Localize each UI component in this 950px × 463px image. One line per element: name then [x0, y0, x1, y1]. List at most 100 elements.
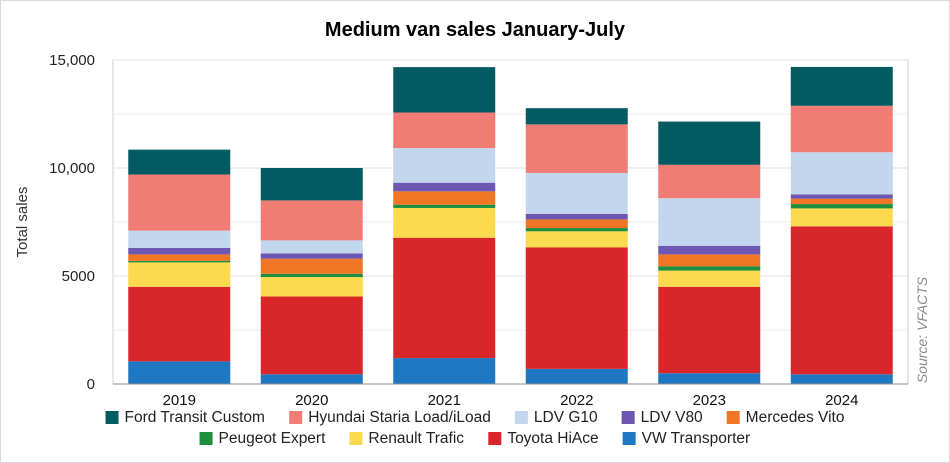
bar-segment-ldv-v80-2024 [790, 194, 893, 199]
bar-stack-2022 [525, 108, 628, 384]
bar-segment-renault-trafic-2024 [790, 208, 893, 227]
bar-segment-hyundai-staria-load-iload-2022 [525, 124, 628, 173]
bar-segment-vw-transporter-2024 [790, 374, 893, 384]
bar-segment-vw-transporter-2021 [393, 358, 496, 384]
legend-item-renault-trafic: Renault Trafic [349, 430, 464, 447]
source-note: Source: VFACTS [914, 276, 930, 383]
bar-segment-toyota-hiace-2021 [393, 237, 496, 359]
chart-title: Medium van sales January-July [325, 19, 626, 41]
bar-segment-ldv-g10-2019 [128, 230, 231, 248]
legend-swatch [726, 411, 740, 424]
bar-segment-peugeot-expert-2023 [658, 266, 761, 271]
bar-segment-vw-transporter-2023 [658, 373, 761, 384]
bar-stack-2020 [260, 168, 363, 384]
legend-swatch [488, 432, 502, 445]
bar-segment-ford-transit-custom-2023 [658, 121, 761, 165]
legend-label: LDV G10 [534, 409, 598, 426]
legend-item-peugeot-expert: Peugeot Expert [199, 430, 327, 447]
bar-segment-renault-trafic-2023 [658, 270, 761, 287]
y-tick-label: 0 [87, 376, 95, 393]
bar-segment-mercedes-vito-2022 [525, 219, 628, 229]
bar-stack-2024 [790, 66, 893, 384]
legend-swatch [105, 411, 119, 424]
bar-segment-ldv-g10-2020 [260, 240, 363, 254]
legend-swatch [349, 432, 363, 445]
legend-label: Toyota HiAce [507, 430, 598, 447]
bar-segment-hyundai-staria-load-iload-2024 [790, 105, 893, 153]
x-category-label: 2020 [295, 392, 328, 409]
legend-label: Hyundai Staria Load/iLoad [308, 409, 491, 426]
bar-segment-ldv-v80-2023 [658, 245, 761, 255]
legend-item-hyundai-staria-load-iload: Hyundai Staria Load/iLoad [289, 409, 491, 426]
legend-label: LDV V80 [641, 409, 703, 426]
legend-label: VW Transporter [642, 430, 751, 447]
bar-segment-mercedes-vito-2024 [790, 198, 893, 205]
bar-segment-toyota-hiace-2023 [658, 286, 761, 374]
bar-segment-toyota-hiace-2020 [260, 296, 363, 375]
legend-swatch [289, 411, 303, 424]
legend-swatch [621, 411, 635, 424]
bar-segment-ford-transit-custom-2024 [790, 66, 893, 106]
bar-stack-2021 [393, 67, 496, 384]
bar-segment-ford-transit-custom-2021 [393, 67, 496, 113]
bar-stacks [128, 66, 893, 384]
x-category-label: 2022 [560, 392, 593, 409]
bar-segment-mercedes-vito-2019 [128, 254, 231, 261]
bar-segment-ford-transit-custom-2022 [525, 108, 628, 125]
bar-segment-ford-transit-custom-2019 [128, 149, 231, 175]
bar-segment-peugeot-expert-2024 [790, 204, 893, 209]
y-tick-label: 10,000 [49, 160, 95, 177]
bar-segment-vw-transporter-2019 [128, 361, 231, 384]
bar-segment-peugeot-expert-2019 [128, 260, 231, 263]
bar-segment-ldv-g10-2022 [525, 172, 628, 215]
x-category-label: 2023 [693, 392, 726, 409]
legend-swatch [514, 411, 528, 424]
legend-item-mercedes-vito: Mercedes Vito [726, 409, 845, 426]
bar-segment-toyota-hiace-2019 [128, 286, 231, 362]
bar-segment-renault-trafic-2022 [525, 231, 628, 248]
y-tick-label: 15,000 [49, 52, 95, 69]
legend: Ford Transit Custom Hyundai Staria Load/i… [105, 409, 845, 447]
legend-item-ford-transit-custom: Ford Transit Custom [105, 409, 265, 426]
bar-segment-peugeot-expert-2020 [260, 273, 363, 278]
legend-swatch [199, 432, 213, 445]
bar-segment-ldv-v80-2020 [260, 253, 363, 259]
legend-label: Peugeot Expert [219, 430, 327, 447]
x-category-label: 2024 [825, 392, 858, 409]
bar-segment-vw-transporter-2020 [260, 374, 363, 384]
bar-segment-renault-trafic-2020 [260, 277, 363, 297]
legend-label: Renault Trafic [368, 430, 464, 447]
legend-label: Mercedes Vito [746, 409, 845, 426]
legend-item-toyota-hiace: Toyota HiAce [488, 430, 599, 447]
x-category-label: 2019 [163, 392, 196, 409]
bar-segment-peugeot-expert-2022 [525, 228, 628, 232]
bar-stack-2019 [128, 149, 231, 384]
legend-label: Ford Transit Custom [125, 409, 265, 426]
bar-segment-ldv-v80-2022 [525, 214, 628, 220]
bar-segment-toyota-hiace-2024 [790, 226, 893, 375]
legend-item-vw-transporter: VW Transporter [622, 430, 751, 447]
bar-segment-ldv-v80-2019 [128, 247, 231, 255]
legend-swatch [622, 432, 636, 445]
y-axis-ticks: 0 5000 10,000 15,000 [49, 52, 95, 393]
gridlines [113, 59, 908, 331]
legend-item-ldv-v80: LDV V80 [621, 409, 703, 426]
bar-stack-2023 [658, 121, 761, 384]
bar-segment-ldv-g10-2023 [658, 198, 761, 246]
bar-segment-hyundai-staria-load-iload-2020 [260, 200, 363, 241]
bar-segment-toyota-hiace-2022 [525, 247, 628, 369]
bar-segment-mercedes-vito-2020 [260, 258, 363, 274]
bar-segment-ford-transit-custom-2020 [260, 168, 363, 201]
bar-segment-renault-trafic-2019 [128, 262, 231, 287]
y-axis-title: Total sales [14, 187, 31, 258]
bar-segment-peugeot-expert-2021 [393, 204, 496, 208]
bar-segment-hyundai-staria-load-iload-2019 [128, 174, 231, 231]
legend-item-ldv-g10: LDV G10 [514, 409, 598, 426]
x-axis-categories: 2019 2020 2021 2022 2023 2024 [163, 392, 859, 409]
bar-segment-ldv-g10-2024 [790, 152, 893, 195]
y-tick-label: 5000 [62, 268, 95, 285]
bar-segment-hyundai-staria-load-iload-2021 [393, 112, 496, 149]
bar-segment-mercedes-vito-2023 [658, 254, 761, 267]
bar-segment-hyundai-staria-load-iload-2023 [658, 164, 761, 199]
